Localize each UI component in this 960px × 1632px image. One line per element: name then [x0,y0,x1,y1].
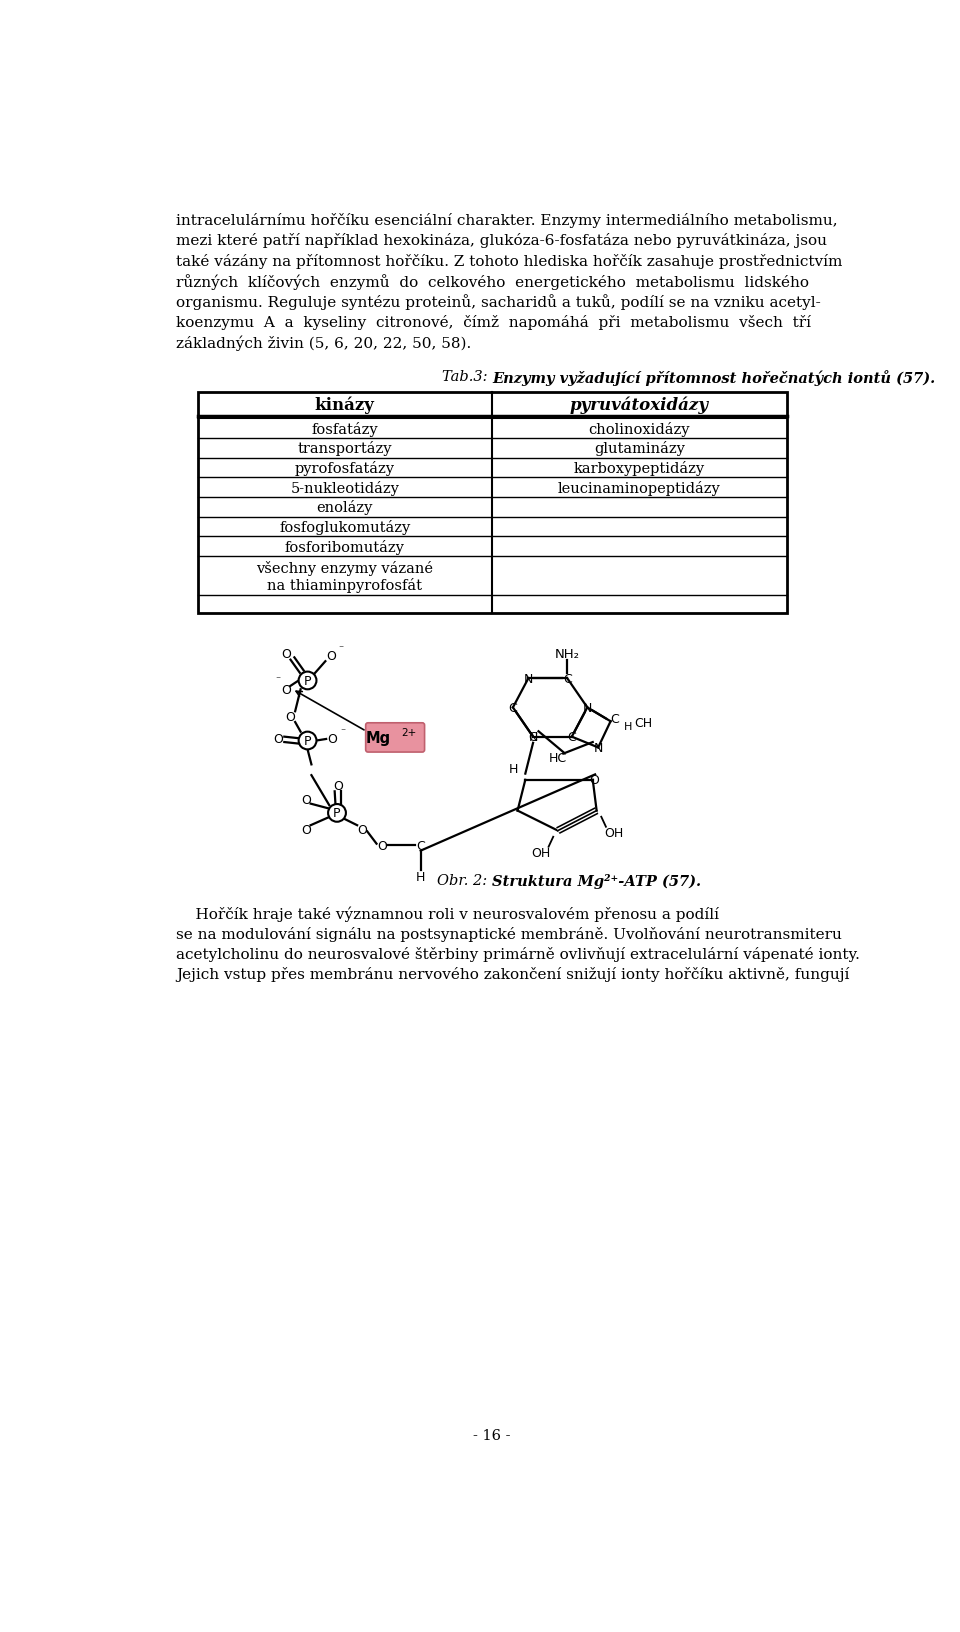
Text: na thiaminpyrofosfát: na thiaminpyrofosfát [267,578,422,592]
Text: pyruvátoxidázy: pyruvátoxidázy [569,397,708,413]
Text: organismu. Reguluje syntézu proteinů, sacharidů a tuků, podílí se na vzniku acet: organismu. Reguluje syntézu proteinů, sa… [176,294,821,310]
Text: Enzymy vyžadující přítomnost hořečnatých iontů (57).: Enzymy vyžadující přítomnost hořečnatých… [492,369,935,385]
Text: N: N [524,672,533,685]
Text: N: N [528,731,538,744]
Text: NH₂: NH₂ [555,648,580,661]
Text: P: P [303,674,311,687]
Text: O: O [301,793,311,806]
Text: O: O [281,684,291,697]
Text: glutaminázy: glutaminázy [594,441,684,457]
Text: O: O [377,839,387,852]
Circle shape [299,733,317,749]
Circle shape [299,672,317,690]
Text: O: O [285,710,296,723]
Text: P: P [303,734,311,747]
Text: Mg: Mg [366,731,391,746]
Text: acetylcholinu do neurosvalové štěrbiny primárně ovlivňují extracelulární vápenat: acetylcholinu do neurosvalové štěrbiny p… [176,947,859,961]
Text: O: O [325,650,336,663]
Text: Struktura Mg²⁺-ATP (57).: Struktura Mg²⁺-ATP (57). [492,873,701,888]
Text: C: C [509,702,517,715]
Text: leucinaminopeptidázy: leucinaminopeptidázy [558,480,721,496]
Text: různých  klíčových  enzymů  do  celkového  energetického  metabolismu  lidského: různých klíčových enzymů do celkového en… [176,274,808,290]
Text: C: C [529,731,538,744]
Text: CH: CH [634,716,652,730]
FancyBboxPatch shape [366,723,424,752]
Text: Jejich vstup přes membránu nervového zakončení snižují ionty hořčíku aktivně, fu: Jejich vstup přes membránu nervového zak… [176,966,850,982]
Text: ⁻: ⁻ [340,726,345,736]
Text: karboxypeptidázy: karboxypeptidázy [574,460,705,477]
Text: O: O [589,774,599,787]
Text: C: C [563,672,571,685]
Text: fosfoglukomutázy: fosfoglukomutázy [279,519,410,535]
Text: - 16 -: - 16 - [473,1428,511,1443]
Text: transportázy: transportázy [298,441,392,457]
Text: H: H [416,870,425,883]
Text: N: N [593,741,603,754]
Text: O: O [281,648,291,661]
Text: fosforibomutázy: fosforibomutázy [285,539,405,555]
Text: intracelulárnímu hořčíku esenciální charakter. Enzymy intermediálního metabolism: intracelulárnímu hořčíku esenciální char… [176,212,837,228]
Text: ⁻: ⁻ [276,674,280,684]
Text: C: C [567,731,576,744]
Text: C: C [610,712,619,725]
Text: všechny enzymy vázané: všechny enzymy vázané [256,561,433,576]
Text: se na modulování signálu na postsynaptické membráně. Uvolňování neurotransmiteru: se na modulování signálu na postsynaptic… [176,925,842,942]
Circle shape [328,805,346,823]
Text: 2+: 2+ [401,728,417,738]
Text: mezi které patří například hexokináza, glukóza-6-fosfatáza nebo pyruvátkináza, j: mezi které patří například hexokináza, g… [176,233,827,248]
Text: HC: HC [549,751,567,764]
Text: O: O [357,824,367,837]
Text: N: N [583,702,592,715]
Text: O: O [334,780,344,793]
Text: H: H [623,721,632,731]
Text: Obr. 2:: Obr. 2: [437,873,492,888]
Bar [198,392,786,614]
Text: 5-nukleotidázy: 5-nukleotidázy [290,480,399,496]
Text: P: P [333,806,341,819]
Text: pyrofosfatázy: pyrofosfatázy [295,460,395,477]
Text: fosfatázy: fosfatázy [311,421,378,436]
Text: O: O [327,733,337,746]
Text: kinázy: kinázy [315,397,374,413]
Text: základných živin (5, 6, 20, 22, 50, 58).: základných živin (5, 6, 20, 22, 50, 58). [176,335,471,351]
Text: H: H [509,762,518,775]
Text: ⁻: ⁻ [338,643,344,654]
Text: Tab.3:: Tab.3: [442,369,492,384]
Text: OH: OH [531,845,550,858]
Text: OH: OH [604,826,623,839]
Text: Hořčík hraje také významnou roli v neurosvalovém přenosu a podílí: Hořčík hraje také významnou roli v neuro… [176,906,719,920]
Text: také vázány na přítomnost hořčíku. Z tohoto hlediska hořčík zasahuje prostřednic: také vázány na přítomnost hořčíku. Z toh… [176,253,842,269]
Text: O: O [274,733,283,746]
Text: koenzymu  A  a  kyseliny  citronové,  čímž  napomáhá  při  metabolismu  všech  t: koenzymu A a kyseliny citronové, čímž na… [176,315,811,330]
Text: cholinoxidázy: cholinoxidázy [588,421,690,436]
Text: C: C [417,839,425,852]
Text: O: O [301,824,311,837]
Text: enolázy: enolázy [317,499,372,516]
